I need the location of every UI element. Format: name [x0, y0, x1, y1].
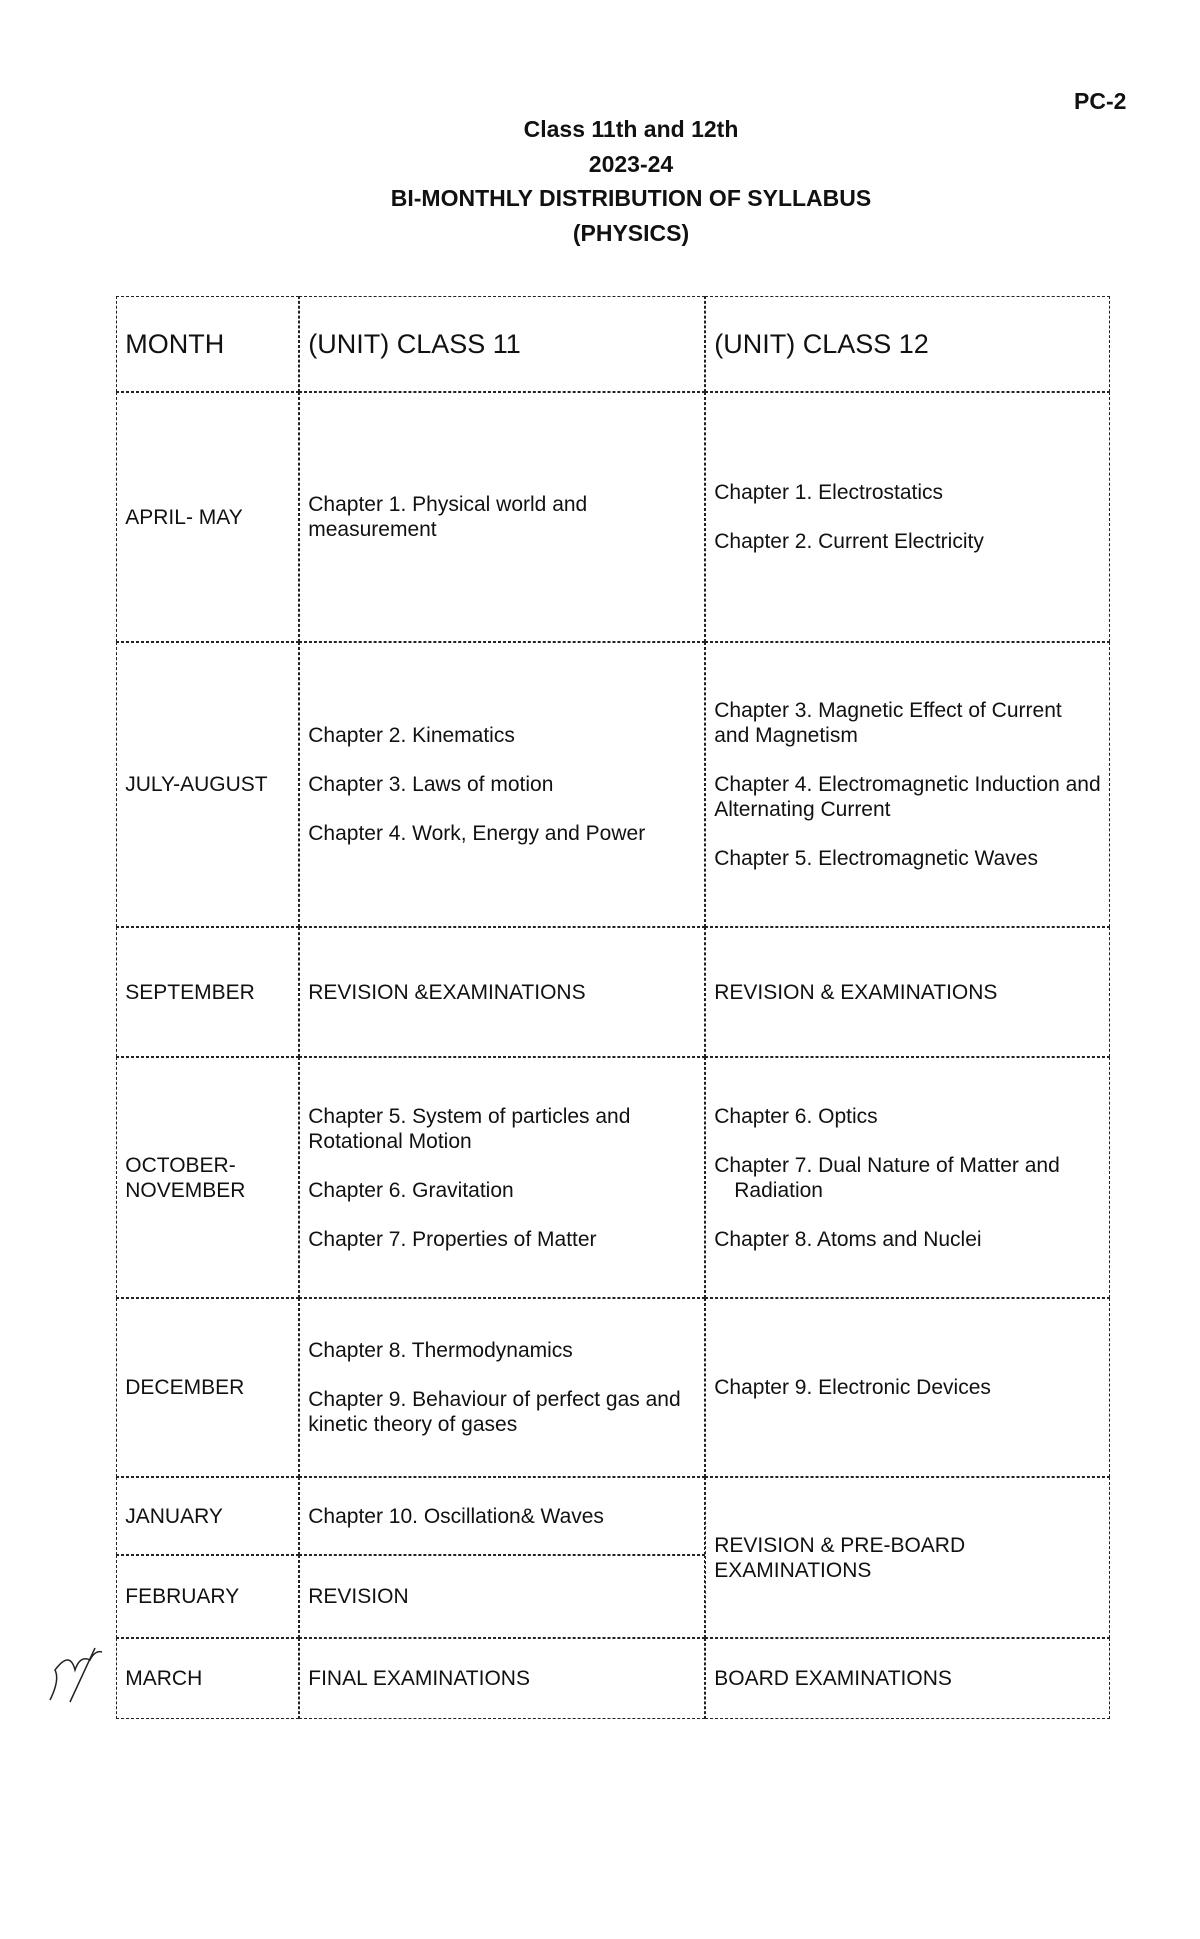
cell-text: SEPTEMBER [125, 980, 255, 1004]
class11-cell: FINAL EXAMINATIONS [299, 1638, 706, 1720]
cell-text: BOARD EXAMINATIONS [714, 1667, 952, 1691]
cell-text: Chapter 5. System of particles and Rotat… [308, 1104, 631, 1153]
column-header: MONTH [116, 296, 300, 393]
cell-text: Chapter 10. Oscillation& Waves [308, 1504, 604, 1528]
month-cell: OCTOBER-NOVEMBER [116, 1057, 300, 1299]
cell-text: REVISION & PRE-BOARD EXAMINATIONS [714, 1533, 966, 1582]
cell-text: MARCH [125, 1667, 203, 1691]
column-header: (UNIT) CLASS 11 [299, 296, 706, 393]
signature [49, 1647, 103, 1703]
class11-cell: REVISION &EXAMINATIONS [299, 927, 706, 1058]
cell-text: Chapter 9. Electronic Devices [714, 1376, 991, 1400]
title-year: 2023-24 [588, 150, 674, 177]
cell-text: FEBRUARY [125, 1585, 240, 1609]
cell-text: REVISION [308, 1585, 409, 1609]
cell-text: Chapter 3. Laws of motion [308, 773, 554, 797]
cell-text: Chapter 4. Work, Energy and Power [308, 822, 646, 846]
cell-text: Chapter 7. Dual Nature of Matter and [714, 1153, 1060, 1177]
month-cell: JANUARY [116, 1477, 300, 1556]
cell-text: Chapter 5. Electromagnetic Waves [714, 847, 1038, 871]
month-cell: SEPTEMBER [116, 927, 300, 1058]
page-code: PC-2 [1074, 88, 1127, 114]
class11-cell: Chapter 8. Thermodynamics Chapter 9. Beha… [299, 1298, 706, 1478]
title-class: Class 11th and 12th [523, 116, 739, 142]
class12-cell: BOARD EXAMINATIONS [705, 1638, 1111, 1720]
class11-cell: Chapter 10. Oscillation& Waves [299, 1477, 706, 1556]
cell-text: (UNIT) CLASS 11 [308, 328, 521, 359]
class12-cell: Chapter 9. Electronic Devices [705, 1298, 1111, 1478]
cell-text: MONTH [125, 328, 225, 359]
cell-text: Chapter 1. Physical world and measuremen… [308, 493, 588, 542]
month-cell: DECEMBER [116, 1298, 300, 1478]
class11-cell: Chapter 5. System of particles and Rotat… [299, 1057, 706, 1299]
cell-text: JANUARY [125, 1504, 223, 1528]
cell-text: Chapter 4. Electromagnetic Induction and… [714, 773, 1101, 822]
title-distribution: BI-MONTHLY DISTRIBUTION OF SYLLABUS [390, 185, 872, 211]
cell-text: Chapter 7. Properties of Matter [308, 1227, 597, 1251]
cell-text: Radiation [734, 1178, 823, 1202]
month-cell: APRIL- MAY [116, 392, 300, 643]
cell-text: APRIL- MAY [125, 505, 243, 529]
class11-cell: Chapter 1. Physical world and measuremen… [299, 392, 706, 643]
class11-cell: Chapter 2. Kinematics Chapter 3. Laws of … [299, 642, 706, 928]
cell-text: Chapter 9. Behaviour of perfect gas and … [308, 1388, 681, 1437]
cell-text: (UNIT) CLASS 12 [714, 328, 929, 359]
month-cell: FEBRUARY [116, 1555, 300, 1639]
cell-text: Chapter 1. Electrostatics [714, 481, 944, 505]
month-cell: JULY-AUGUST [116, 642, 300, 928]
cell-text: Chapter 6. Gravitation [308, 1178, 514, 1202]
column-header: (UNIT) CLASS 12 [705, 296, 1111, 393]
cell-text: JULY-AUGUST [125, 773, 268, 797]
document-header: Class 11th and 12th 2023-24 BI-MONTHLY D… [0, 112, 1200, 250]
class12-cell: REVISION & EXAMINATIONS [705, 927, 1111, 1058]
cell-text: Chapter 8. Atoms and Nuclei [714, 1227, 982, 1251]
cell-text: Chapter 3. Magnetic Effect of Current an… [714, 699, 1062, 748]
cell-text: OCTOBER-NOVEMBER [125, 1153, 246, 1202]
cell-text: REVISION &EXAMINATIONS [308, 980, 586, 1004]
class12-cell: Chapter 1. Electrostatics Chapter 2. Curr… [705, 392, 1111, 643]
cell-text: Chapter 2. Kinematics [308, 724, 515, 748]
cell-text: DECEMBER [125, 1376, 245, 1400]
title-subject: (PHYSICS) [572, 219, 690, 246]
class12-cell: Chapter 3. Magnetic Effect of Current an… [705, 642, 1111, 928]
cell-text: Chapter 8. Thermodynamics [308, 1339, 573, 1363]
month-cell: MARCH [116, 1638, 300, 1720]
class11-cell: REVISION [299, 1555, 706, 1639]
cell-text: Chapter 2. Current Electricity [714, 530, 984, 554]
cell-text: FINAL EXAMINATIONS [308, 1667, 530, 1691]
class12-cell-jan-feb: REVISION & PRE-BOARD EXAMINATIONS [705, 1477, 1111, 1639]
cell-text: REVISION & EXAMINATIONS [714, 980, 998, 1004]
cell-text: Chapter 6. Optics [714, 1104, 878, 1128]
class12-cell: Chapter 6. Optics Chapter 7. Dual Nature … [705, 1057, 1111, 1299]
